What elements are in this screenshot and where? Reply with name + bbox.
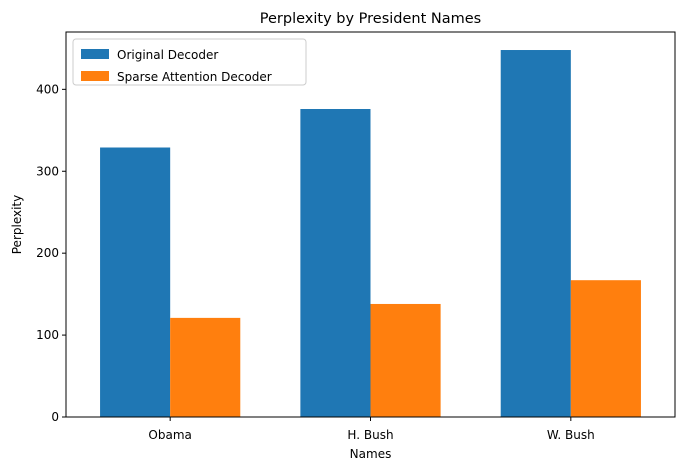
bars-layer — [100, 50, 641, 417]
legend-swatch-sparse — [81, 71, 109, 81]
bar-sparse-w-bush — [571, 280, 641, 417]
bar-sparse-h-bush — [371, 304, 441, 417]
legend-swatch-original — [81, 49, 109, 59]
bar-original-w-bush — [501, 50, 571, 417]
y-tick-label: 400 — [36, 82, 59, 96]
y-tick-label: 0 — [51, 410, 59, 424]
y-axis-title: Perplexity — [10, 195, 24, 255]
y-tick-label: 200 — [36, 246, 59, 260]
y-tick-label: 300 — [36, 164, 59, 178]
x-tick-label: H. Bush — [347, 428, 393, 442]
bar-original-h-bush — [300, 109, 370, 417]
bar-original-obama — [100, 148, 170, 418]
bar-sparse-obama — [170, 318, 240, 417]
chart-title: Perplexity by President Names — [260, 11, 481, 27]
legend-label-original: Original Decoder — [117, 48, 218, 62]
x-axis-title: Names — [350, 447, 392, 461]
y-tick-label: 100 — [36, 328, 59, 342]
x-tick-label: Obama — [148, 428, 191, 442]
x-tick-label: W. Bush — [547, 428, 595, 442]
legend-label-sparse: Sparse Attention Decoder — [117, 70, 272, 84]
legend: Original Decoder Sparse Attention Decoder — [73, 39, 306, 85]
